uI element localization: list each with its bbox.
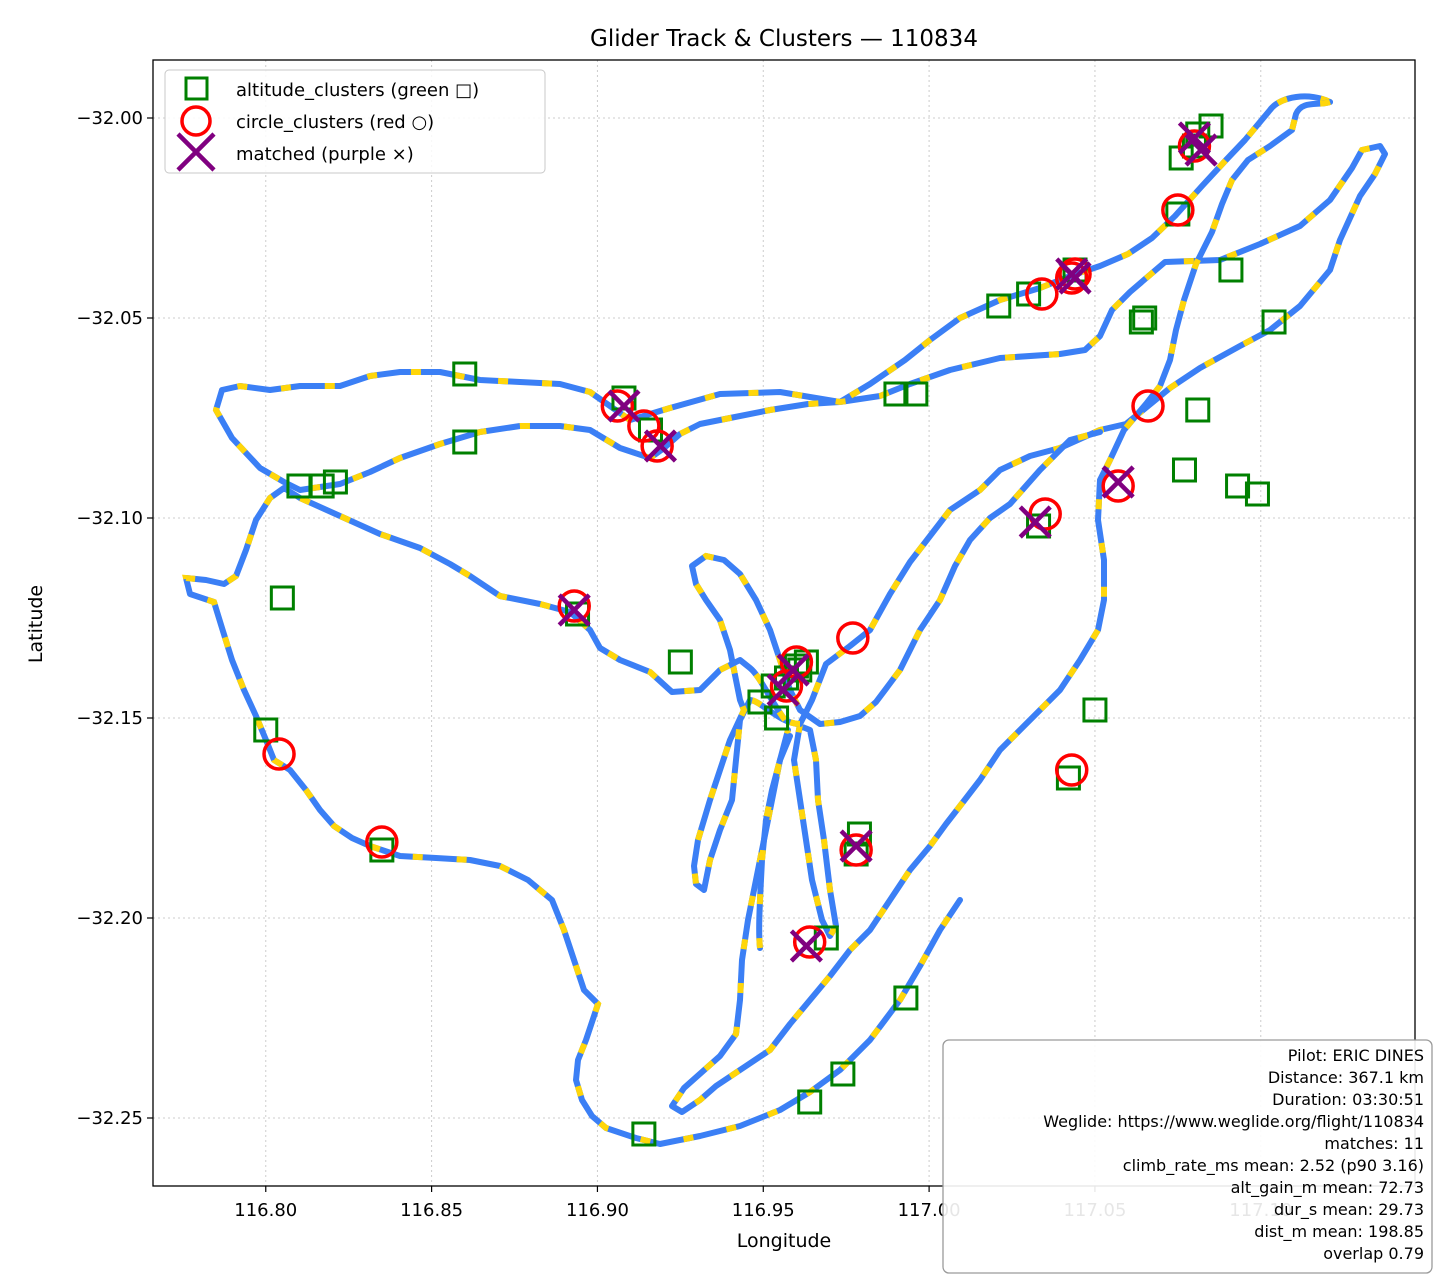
x-axis-label: Longitude bbox=[737, 1230, 832, 1252]
y-tick-label: −32.15 bbox=[76, 708, 143, 729]
altitude-cluster-marker bbox=[1132, 305, 1158, 331]
info-line: dist_m mean: 198.85 bbox=[1254, 1222, 1424, 1242]
grid-lines bbox=[153, 60, 1415, 1186]
altitude-cluster-marker bbox=[1218, 257, 1244, 283]
legend-square-icon bbox=[184, 76, 209, 101]
altitude-cluster-marker bbox=[253, 717, 279, 743]
altitude-cluster-marker bbox=[830, 1061, 856, 1087]
circle-cluster-marker bbox=[836, 621, 870, 655]
circle-cluster-marker bbox=[365, 825, 399, 859]
plot-frame bbox=[152, 59, 1416, 1187]
altitude-cluster-marker bbox=[893, 985, 919, 1011]
y-tick-label: −32.25 bbox=[76, 1108, 143, 1129]
info-line: matches: 11 bbox=[1324, 1134, 1424, 1153]
matched-marker bbox=[1184, 133, 1218, 167]
circle-cluster-marker bbox=[792, 925, 827, 959]
altitude-cluster-marker bbox=[1244, 481, 1270, 507]
circle-cluster-marker bbox=[1101, 469, 1135, 503]
info-line: climb_rate_ms mean: 2.52 (p90 3.16) bbox=[1123, 1156, 1424, 1176]
matched-marker bbox=[607, 389, 641, 423]
y-tick-label: −32.05 bbox=[76, 308, 143, 329]
info-line: Pilot: ERIC DINES bbox=[1288, 1046, 1424, 1065]
circle-cluster-marker bbox=[557, 589, 591, 623]
circle-cluster-marker bbox=[839, 833, 873, 867]
info-box-frame bbox=[942, 1039, 1433, 1274]
y-axis-label: Latitude bbox=[25, 585, 47, 663]
info-line: Weglide: https://www.weglide.org/flight/… bbox=[1043, 1112, 1424, 1131]
circle-cluster-marker bbox=[640, 429, 674, 463]
info-line: alt_gain_m mean: 72.73 bbox=[1231, 1178, 1424, 1198]
flight-track bbox=[182, 93, 1389, 1148]
track-highlight bbox=[756, 734, 793, 949]
circle-cluster-marker bbox=[1025, 277, 1059, 311]
x-tick-label: 116.80 bbox=[234, 1200, 297, 1221]
legend-circle-icon bbox=[180, 105, 212, 137]
altitude-cluster-marker bbox=[1016, 281, 1042, 307]
altitude-cluster-marker bbox=[452, 429, 478, 455]
legend-label-matched: matched (purple ×) bbox=[236, 144, 414, 165]
circle-cluster-marker bbox=[1177, 129, 1212, 163]
altitude-cluster-marker bbox=[883, 381, 909, 407]
altitude-cluster-marker bbox=[1082, 697, 1108, 723]
circle-cluster-marker bbox=[1054, 261, 1089, 295]
legend-label-altitude: altitude_clusters (green □) bbox=[236, 80, 479, 101]
altitude-cluster-marker bbox=[269, 585, 295, 611]
legend-box bbox=[164, 69, 546, 174]
matched-marker bbox=[643, 429, 678, 463]
y-axis-ticks: −32.00 −32.05 −32.10 −32.15 −32.20 −32.25 bbox=[76, 108, 153, 1129]
info-line: Distance: 367.1 km bbox=[1268, 1068, 1424, 1087]
info-box: Pilot: ERIC DINES Distance: 367.1 km Dur… bbox=[942, 1039, 1433, 1274]
legend-x-icon bbox=[176, 132, 216, 172]
track-highlight bbox=[667, 99, 1331, 1116]
info-line: overlap 0.79 bbox=[1323, 1244, 1424, 1263]
altitude-cluster-marker bbox=[764, 705, 790, 731]
legend-label-circle: circle_clusters (red ○) bbox=[236, 112, 434, 133]
track-segment bbox=[689, 429, 1103, 893]
circle-cluster-marker bbox=[1058, 257, 1092, 291]
track-segment bbox=[756, 733, 793, 951]
x-tick-label: 116.90 bbox=[566, 1200, 629, 1221]
matched-marker bbox=[1058, 261, 1092, 295]
altitude-cluster-marker bbox=[1185, 397, 1211, 423]
y-tick-label: −32.20 bbox=[76, 908, 143, 929]
x-tick-label: 116.95 bbox=[732, 1200, 795, 1221]
altitude-cluster-marker bbox=[1261, 309, 1287, 335]
matched-marker bbox=[839, 829, 873, 863]
matched-marker bbox=[776, 653, 810, 687]
altitude-cluster-marker bbox=[1026, 513, 1052, 539]
altitude-cluster-marker bbox=[1128, 309, 1154, 335]
matched-marker bbox=[1018, 505, 1052, 539]
x-tick-label: 116.85 bbox=[400, 1200, 463, 1221]
circle-cluster-marker bbox=[1131, 389, 1165, 423]
legend: altitude_clusters (green □) circle_clust… bbox=[164, 69, 546, 174]
info-line: dur_s mean: 29.73 bbox=[1274, 1200, 1424, 1220]
circle-cluster-marker bbox=[1161, 193, 1195, 227]
altitude-cluster-marker bbox=[452, 361, 478, 387]
altitude-cluster-marker bbox=[322, 469, 348, 495]
matched-marker bbox=[789, 929, 823, 963]
track-highlight bbox=[212, 93, 1389, 943]
altitude-cluster-marker bbox=[1225, 473, 1251, 499]
altitude-cluster-marker bbox=[631, 1121, 657, 1147]
altitude-cluster-marker bbox=[986, 293, 1012, 319]
matched-marker bbox=[557, 593, 591, 627]
info-line: Duration: 03:30:51 bbox=[1272, 1090, 1424, 1109]
circle-cluster-marker bbox=[600, 389, 635, 423]
altitude-cluster-marker bbox=[797, 1089, 823, 1115]
y-tick-label: −32.00 bbox=[76, 108, 143, 129]
matched-marker bbox=[766, 673, 800, 707]
cluster-markers bbox=[253, 113, 1287, 1147]
altitude-cluster-marker bbox=[903, 381, 929, 407]
altitude-cluster-marker bbox=[286, 473, 312, 499]
track-segment bbox=[183, 485, 963, 1147]
altitude-cluster-marker bbox=[667, 649, 693, 675]
y-tick-label: −32.10 bbox=[76, 508, 143, 529]
circle-cluster-marker bbox=[262, 737, 296, 771]
altitude-cluster-marker bbox=[1171, 457, 1197, 483]
matched-marker bbox=[1101, 465, 1135, 499]
chart-title: Glider Track & Clusters — 110834 bbox=[590, 26, 978, 52]
circle-cluster-marker bbox=[1054, 753, 1089, 787]
track-highlight bbox=[182, 484, 963, 1148]
